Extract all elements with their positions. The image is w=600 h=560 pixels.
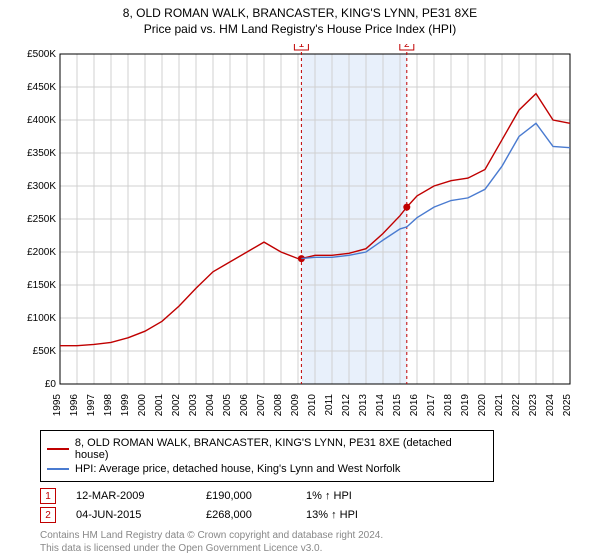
svg-text:1997: 1997 [86, 394, 97, 417]
svg-text:2017: 2017 [426, 394, 437, 417]
svg-text:2004: 2004 [205, 394, 216, 417]
svg-text:2: 2 [404, 44, 410, 50]
svg-text:2000: 2000 [137, 394, 148, 417]
event-date: 12-MAR-2009 [76, 490, 186, 502]
title-address: 8, OLD ROMAN WALK, BRANCASTER, KING'S LY… [0, 6, 600, 20]
svg-text:£100K: £100K [27, 313, 56, 324]
svg-text:2003: 2003 [188, 394, 199, 417]
svg-text:2012: 2012 [341, 394, 352, 417]
footer-attribution: Contains HM Land Registry data © Crown c… [40, 529, 600, 555]
event-pct: 1% ↑ HPI [306, 490, 352, 502]
svg-text:2009: 2009 [290, 394, 301, 417]
svg-text:2018: 2018 [443, 394, 454, 417]
footer-line: This data is licensed under the Open Gov… [40, 542, 600, 555]
svg-text:1995: 1995 [52, 394, 63, 417]
legend-label: HPI: Average price, detached house, King… [75, 463, 400, 475]
svg-text:2014: 2014 [375, 394, 386, 417]
svg-text:2002: 2002 [171, 394, 182, 417]
legend-swatch-property [47, 448, 69, 450]
svg-text:2008: 2008 [273, 394, 284, 417]
svg-text:2020: 2020 [477, 394, 488, 417]
legend-swatch-hpi [47, 468, 69, 470]
legend: 8, OLD ROMAN WALK, BRANCASTER, KING'S LY… [40, 430, 494, 482]
svg-text:2016: 2016 [409, 394, 420, 417]
title-block: 8, OLD ROMAN WALK, BRANCASTER, KING'S LY… [0, 0, 600, 40]
svg-text:2024: 2024 [545, 394, 556, 417]
svg-text:1: 1 [299, 44, 305, 50]
event-row: 1 12-MAR-2009 £190,000 1% ↑ HPI [40, 488, 600, 504]
svg-text:2023: 2023 [528, 394, 539, 417]
svg-text:£300K: £300K [27, 181, 56, 192]
svg-text:2013: 2013 [358, 394, 369, 417]
svg-text:2022: 2022 [511, 394, 522, 417]
svg-text:£200K: £200K [27, 247, 56, 258]
svg-text:2006: 2006 [239, 394, 250, 417]
price-chart: £0 £50K £100K £150K £200K £250K £300K £350K £400… [18, 44, 588, 424]
svg-text:2019: 2019 [460, 394, 471, 417]
event-price: £190,000 [206, 490, 286, 502]
svg-text:£450K: £450K [27, 82, 56, 93]
svg-text:£500K: £500K [27, 49, 56, 60]
svg-text:2015: 2015 [392, 394, 403, 417]
event-pct: 13% ↑ HPI [306, 509, 358, 521]
legend-item: HPI: Average price, detached house, King… [47, 463, 487, 475]
title-subtitle: Price paid vs. HM Land Registry's House … [0, 22, 600, 36]
svg-text:1998: 1998 [103, 394, 114, 417]
svg-text:£150K: £150K [27, 280, 56, 291]
svg-text:2011: 2011 [324, 394, 335, 416]
svg-text:2021: 2021 [494, 394, 505, 417]
legend-label: 8, OLD ROMAN WALK, BRANCASTER, KING'S LY… [75, 437, 487, 461]
event-marker-1: 1 [40, 488, 56, 504]
svg-text:2001: 2001 [154, 394, 165, 417]
svg-text:£250K: £250K [27, 214, 56, 225]
event-marker-2: 2 [40, 507, 56, 523]
event-row: 2 04-JUN-2015 £268,000 13% ↑ HPI [40, 507, 600, 523]
svg-text:£50K: £50K [33, 346, 57, 357]
svg-text:2007: 2007 [256, 394, 267, 417]
svg-text:1996: 1996 [69, 394, 80, 417]
svg-text:2010: 2010 [307, 394, 318, 417]
event-date: 04-JUN-2015 [76, 509, 186, 521]
svg-text:1999: 1999 [120, 394, 131, 417]
svg-text:£350K: £350K [27, 148, 56, 159]
footer-line: Contains HM Land Registry data © Crown c… [40, 529, 600, 542]
svg-text:2025: 2025 [562, 394, 573, 417]
legend-item: 8, OLD ROMAN WALK, BRANCASTER, KING'S LY… [47, 437, 487, 461]
svg-text:£0: £0 [45, 379, 57, 390]
svg-text:2005: 2005 [222, 394, 233, 417]
svg-text:£400K: £400K [27, 115, 56, 126]
event-price: £268,000 [206, 509, 286, 521]
event-table: 1 12-MAR-2009 £190,000 1% ↑ HPI 2 04-JUN… [40, 488, 600, 523]
